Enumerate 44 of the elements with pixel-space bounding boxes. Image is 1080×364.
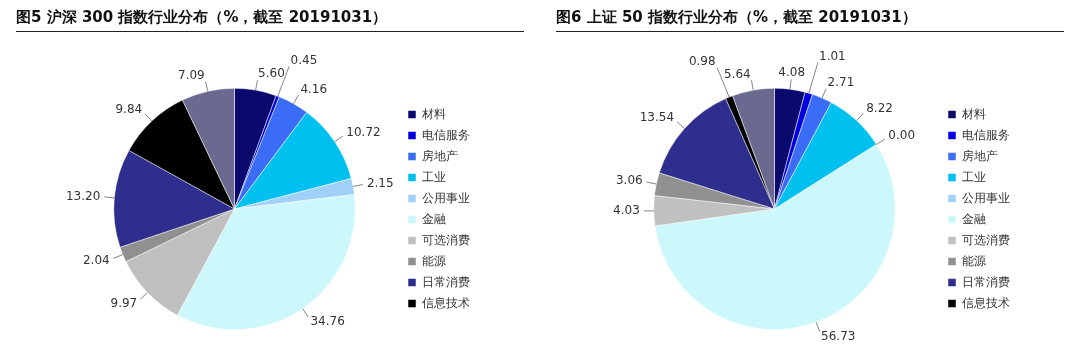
legend-label: 电信服务 bbox=[962, 127, 1010, 142]
legend-label: 工业 bbox=[962, 169, 986, 184]
legend-label: 信息技术 bbox=[962, 295, 1010, 310]
data-label: 10.72 bbox=[346, 124, 381, 139]
legend-label: 能源 bbox=[962, 253, 986, 268]
data-label: 9.84 bbox=[115, 101, 143, 116]
data-label: 4.03 bbox=[613, 203, 640, 218]
legend-label: 公用事业 bbox=[422, 190, 470, 205]
data-label: 5.64 bbox=[724, 66, 751, 81]
text: 0.00 bbox=[888, 128, 916, 142]
legend-label: 工业 bbox=[422, 169, 446, 184]
legend-label: 金融 bbox=[422, 211, 446, 226]
data-label: 0.45 bbox=[290, 52, 318, 67]
data-label: 1.01 bbox=[819, 48, 846, 63]
data-label: 34.76 bbox=[310, 314, 345, 329]
data-label: 3.06 bbox=[615, 172, 643, 187]
chart-title: 图5 沪深 300 指数行业分布（%，截至 20191031） bbox=[16, 8, 524, 32]
legend-label: 材料 bbox=[961, 106, 986, 121]
data-label: 56.73 bbox=[821, 329, 856, 344]
data-label: 2.04 bbox=[82, 252, 110, 267]
data-label: 13.20 bbox=[65, 188, 101, 203]
chart-title: 图6 上证 50 指数行业分布（%，截至 20191031） bbox=[556, 8, 1064, 32]
data-label: 5.60 bbox=[258, 66, 285, 81]
legend-label: 电信服务 bbox=[422, 127, 470, 142]
legend-label: 可选消费 bbox=[962, 232, 1010, 247]
data-label: 4.08 bbox=[778, 65, 806, 80]
legend-label: 信息技术 bbox=[422, 295, 470, 310]
data-label: 0.98 bbox=[688, 54, 716, 69]
data-label: 7.09 bbox=[178, 67, 205, 82]
data-label: 13.54 bbox=[639, 109, 675, 124]
data-label: 2.15 bbox=[366, 175, 394, 190]
legend-label: 材料 bbox=[421, 106, 446, 121]
data-label: 4.16 bbox=[300, 81, 328, 96]
legend-label: 日常消费 bbox=[422, 274, 470, 289]
legend-label: 房地产 bbox=[962, 148, 998, 163]
legend-label: 金融 bbox=[962, 211, 986, 226]
data-label: 2.71 bbox=[827, 75, 855, 90]
legend-label: 房地产 bbox=[422, 148, 458, 163]
data-label: 8.22 bbox=[866, 100, 893, 115]
legend-label: 能源 bbox=[422, 253, 446, 268]
data-label: 9.97 bbox=[110, 295, 138, 310]
legend-label: 可选消费 bbox=[422, 232, 470, 247]
legend-label: 公用事业 bbox=[962, 190, 1010, 205]
legend-label: 日常消费 bbox=[962, 274, 1010, 289]
